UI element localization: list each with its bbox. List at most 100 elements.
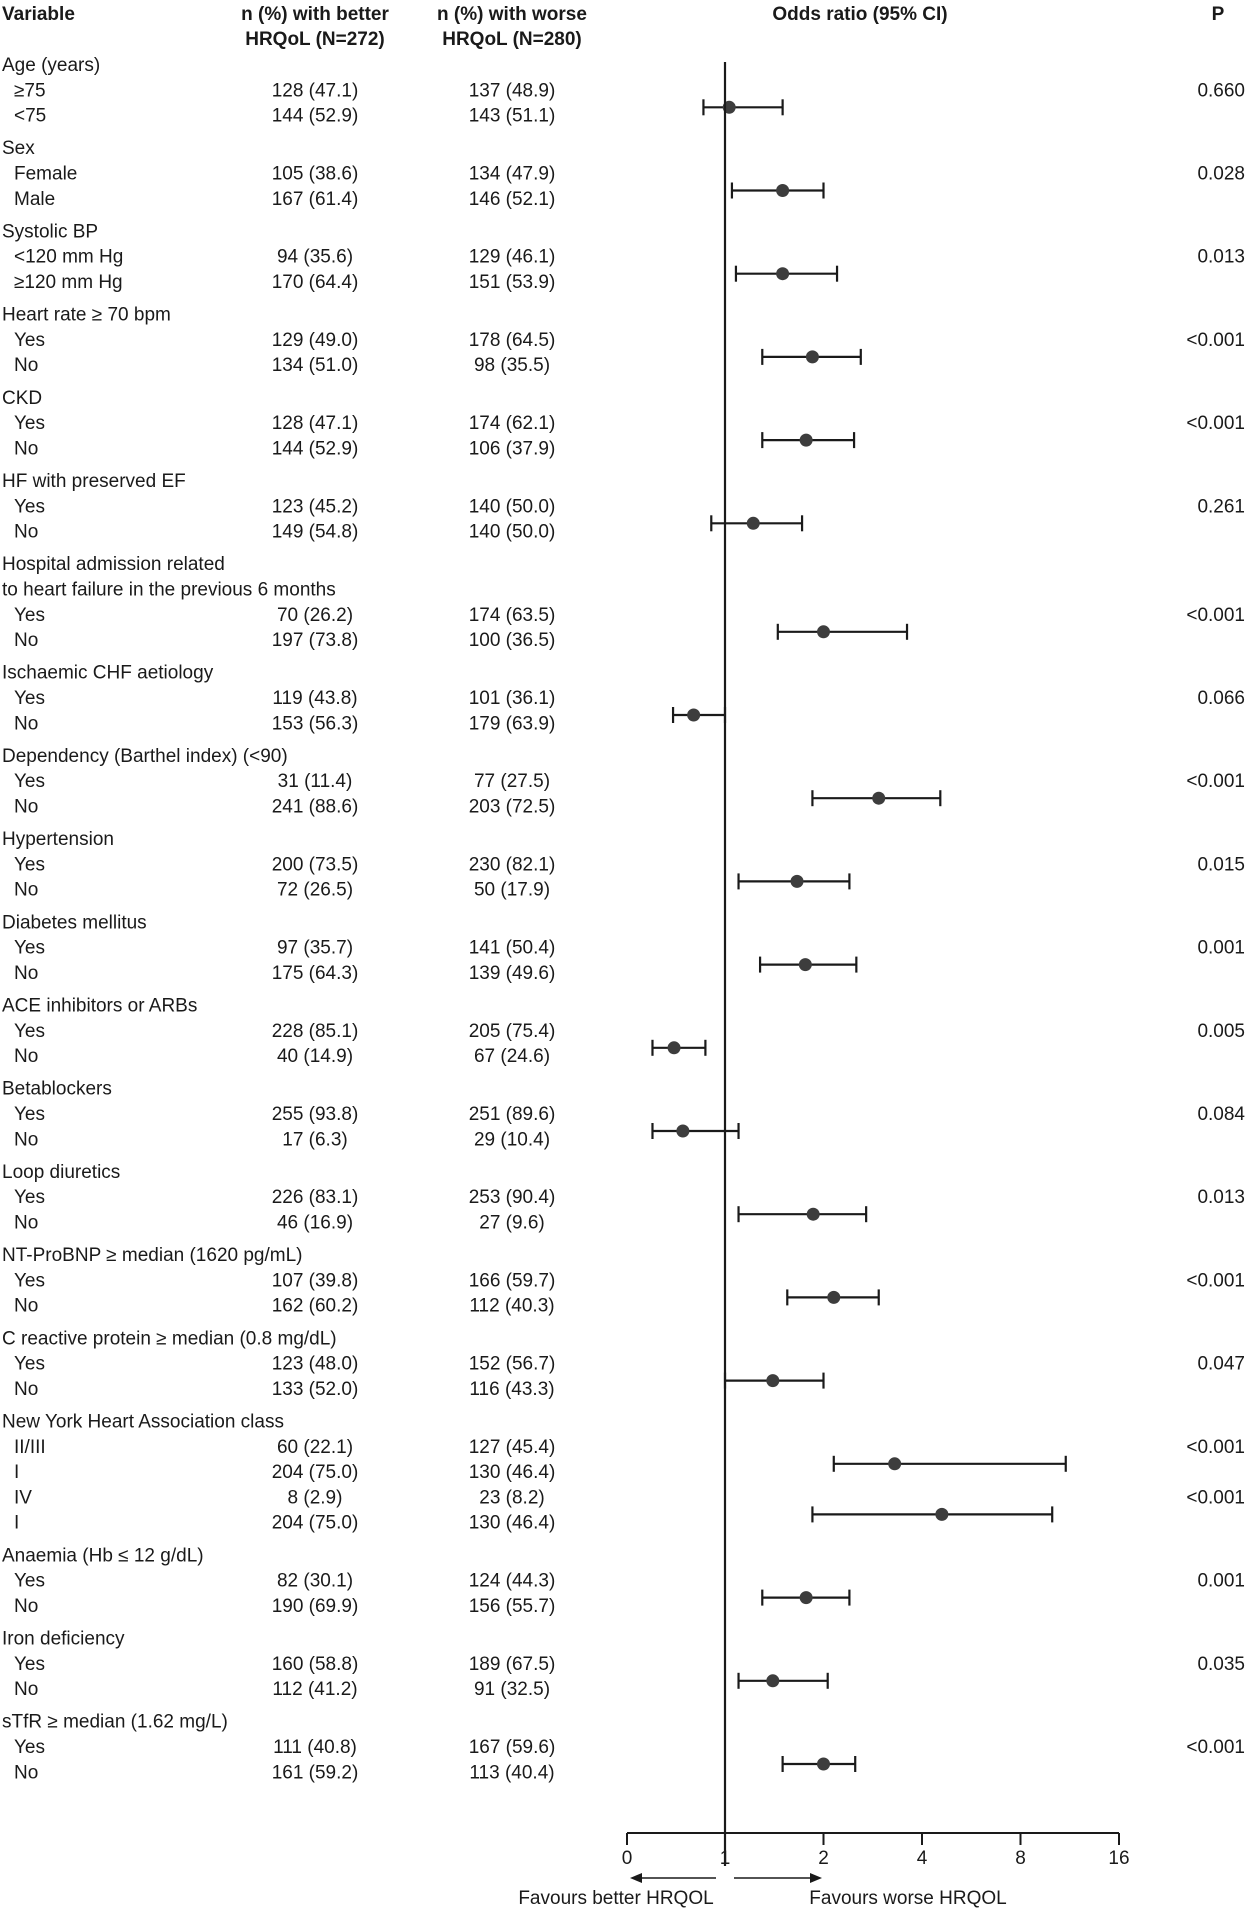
header-better-line2: HRQoL (N=272) — [245, 29, 385, 50]
table-rows: Age (years) ≥75 128 (47.1) 137 (48.9) <75 144… — [2, 55, 1245, 1783]
column-headers: Variable n (%) with better HRQoL (N=272)… — [2, 4, 1225, 50]
group-title: CKD — [2, 388, 42, 409]
row-label: I — [14, 1513, 19, 1534]
odds-ratio-point — [805, 350, 819, 364]
cell-better-hrqol: 204 (75.0) — [272, 1513, 359, 1534]
cell-worse-hrqol: 205 (75.4) — [469, 1021, 556, 1042]
cell-better-hrqol: 123 (45.2) — [272, 496, 359, 517]
p-value: 0.084 — [1197, 1104, 1245, 1125]
cell-better-hrqol: 119 (43.8) — [272, 688, 357, 709]
x-tick-label: 16 — [1108, 1848, 1129, 1869]
row-label: <120 mm Hg — [14, 247, 123, 268]
cell-worse-hrqol: 130 (46.4) — [469, 1462, 556, 1483]
group-title: sTfR ≥ median (1.62 mg/L) — [2, 1712, 228, 1733]
row-label: Yes — [14, 1021, 45, 1042]
cell-worse-hrqol: 130 (46.4) — [469, 1513, 556, 1534]
odds-ratio-point — [676, 1124, 690, 1138]
cell-worse-hrqol: 134 (47.9) — [469, 164, 556, 185]
cell-worse-hrqol: 29 (10.4) — [474, 1129, 550, 1150]
cell-worse-hrqol: 146 (52.1) — [469, 189, 556, 210]
cell-better-hrqol: 160 (58.8) — [272, 1654, 359, 1675]
odds-ratio-point — [935, 1507, 949, 1521]
cell-worse-hrqol: 179 (63.9) — [469, 713, 556, 734]
p-value: <0.001 — [1186, 1487, 1245, 1508]
row-label: Yes — [14, 1187, 45, 1208]
odds-ratio-point — [776, 267, 790, 281]
group-title: Age (years) — [2, 55, 100, 76]
group-title: C reactive protein ≥ median (0.8 mg/dL) — [2, 1328, 337, 1349]
row-label: Male — [14, 189, 55, 210]
row-label: Yes — [14, 854, 45, 875]
cell-better-hrqol: 167 (61.4) — [272, 189, 359, 210]
p-value: 0.015 — [1197, 854, 1245, 875]
group-title: Heart rate ≥ 70 bpm — [2, 305, 171, 326]
odds-ratio-point — [817, 1757, 830, 1771]
cell-better-hrqol: 123 (48.0) — [272, 1354, 359, 1375]
cell-better-hrqol: 112 (41.2) — [272, 1679, 357, 1700]
row-label: Yes — [14, 771, 45, 792]
cell-better-hrqol: 105 (38.6) — [272, 164, 359, 185]
odds-ratio-point — [817, 625, 830, 639]
p-value: 0.028 — [1197, 164, 1245, 185]
group-title: New York Heart Association class — [2, 1412, 284, 1433]
row-label: <75 — [14, 106, 46, 127]
row-label: No — [14, 713, 38, 734]
cell-better-hrqol: 31 (11.4) — [278, 771, 353, 792]
row-label: Yes — [14, 413, 45, 434]
p-value: <0.001 — [1186, 413, 1245, 434]
arrow-left-head — [630, 1873, 642, 1883]
row-label: No — [14, 797, 38, 818]
cell-better-hrqol: 107 (39.8) — [272, 1270, 359, 1291]
cell-better-hrqol: 111 (40.8) — [273, 1737, 357, 1758]
cell-worse-hrqol: 203 (72.5) — [469, 797, 556, 818]
row-label: Yes — [14, 1104, 45, 1125]
x-tick-label: 1 — [720, 1848, 731, 1869]
cell-worse-hrqol: 151 (53.9) — [469, 272, 556, 293]
cell-better-hrqol: 129 (49.0) — [272, 330, 359, 351]
p-value: <0.001 — [1186, 330, 1245, 351]
p-value: <0.001 — [1186, 1270, 1245, 1291]
header-better-line1: n (%) with better — [241, 4, 389, 25]
odds-ratio-point — [776, 184, 790, 197]
p-value: 0.001 — [1197, 1571, 1245, 1592]
group-title: ACE inhibitors or ARBs — [2, 996, 197, 1017]
cell-better-hrqol: 255 (93.8) — [272, 1104, 359, 1125]
header-variable: Variable — [2, 4, 75, 25]
row-label: No — [14, 522, 38, 543]
p-value: <0.001 — [1186, 771, 1245, 792]
x-tick-label: 4 — [917, 1848, 928, 1869]
cell-worse-hrqol: 116 (43.3) — [469, 1379, 554, 1400]
row-label: Yes — [14, 330, 45, 351]
p-value: 0.066 — [1197, 688, 1245, 709]
row-label: No — [14, 438, 38, 459]
favours-worse-label: Favours worse HRQOL — [809, 1888, 1006, 1909]
row-label: Yes — [14, 938, 45, 959]
cell-worse-hrqol: 124 (44.3) — [469, 1571, 556, 1592]
row-label: Yes — [14, 605, 45, 626]
cell-worse-hrqol: 174 (63.5) — [469, 605, 556, 626]
cell-better-hrqol: 72 (26.5) — [277, 880, 353, 901]
cell-worse-hrqol: 251 (89.6) — [469, 1104, 556, 1125]
cell-worse-hrqol: 50 (17.9) — [474, 880, 550, 901]
cell-better-hrqol: 241 (88.6) — [272, 797, 359, 818]
cell-worse-hrqol: 156 (55.7) — [469, 1596, 556, 1617]
x-tick-label: 8 — [1015, 1848, 1026, 1869]
cell-better-hrqol: 60 (22.1) — [277, 1437, 353, 1458]
p-value: <0.001 — [1186, 1437, 1245, 1458]
row-label: Yes — [14, 496, 45, 517]
cell-worse-hrqol: 106 (37.9) — [469, 438, 556, 459]
cell-worse-hrqol: 152 (56.7) — [469, 1354, 556, 1375]
group-title: Ischaemic CHF aetiology — [2, 663, 214, 684]
cell-better-hrqol: 97 (35.7) — [277, 938, 353, 959]
cell-better-hrqol: 17 (6.3) — [282, 1129, 347, 1150]
p-value: 0.013 — [1197, 1187, 1245, 1208]
plot-marks — [651, 99, 1067, 1772]
row-label: No — [14, 1762, 38, 1783]
odds-ratio-point — [790, 874, 804, 888]
cell-better-hrqol: 94 (35.6) — [277, 247, 353, 268]
cell-worse-hrqol: 67 (24.6) — [474, 1046, 550, 1067]
cell-worse-hrqol: 98 (35.5) — [474, 355, 550, 376]
group-title: to heart failure in the previous 6 month… — [2, 580, 336, 601]
odds-ratio-point — [888, 1457, 902, 1471]
row-label: Yes — [14, 1270, 45, 1291]
